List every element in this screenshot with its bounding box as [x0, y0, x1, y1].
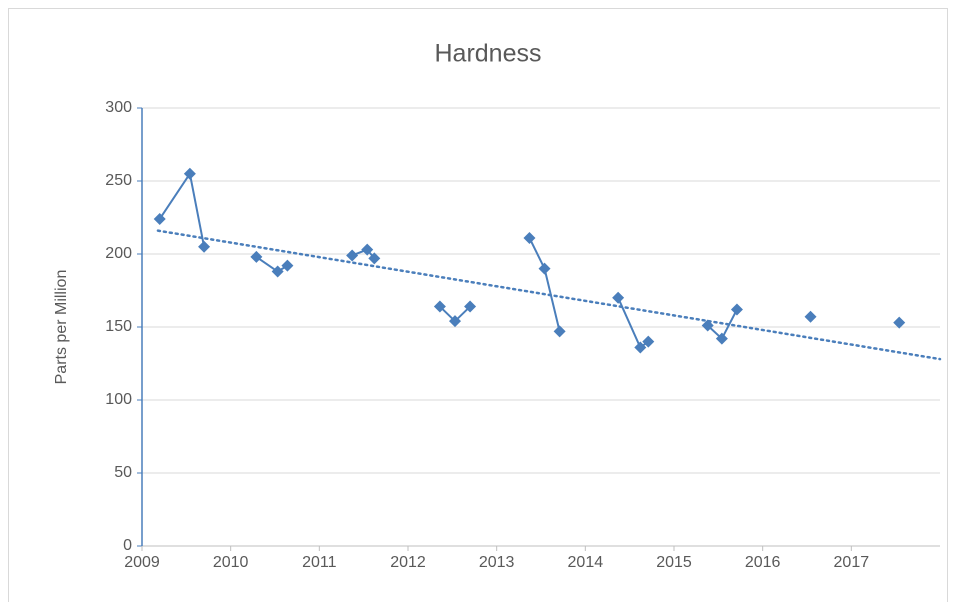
- x-tick-label: 2013: [479, 554, 515, 571]
- x-tick-label: 2010: [213, 554, 249, 571]
- marker: [612, 291, 625, 304]
- y-tick-label: 250: [105, 172, 132, 189]
- marker: [730, 303, 743, 316]
- marker: [153, 212, 166, 225]
- x-tick-label: 2009: [124, 554, 160, 571]
- marker: [715, 332, 728, 345]
- line: [528, 237, 561, 332]
- x-tick-label: 2014: [568, 554, 604, 571]
- y-tick-label: 0: [123, 537, 132, 554]
- marker: [701, 319, 714, 332]
- marker: [368, 252, 381, 265]
- x-tick-label: 2016: [745, 554, 781, 571]
- marker: [433, 300, 446, 313]
- marker: [538, 262, 551, 275]
- y-tick-label: 150: [105, 318, 132, 335]
- marker: [634, 341, 647, 354]
- y-tick-label: 100: [105, 391, 132, 408]
- x-tick-label: 2011: [302, 554, 337, 571]
- marker: [464, 300, 477, 313]
- line: [617, 297, 649, 349]
- marker: [281, 259, 294, 272]
- chart-border: [8, 8, 948, 602]
- y-tick-label: 300: [105, 99, 132, 116]
- chart-title: Hardness: [435, 40, 542, 68]
- marker: [642, 335, 655, 348]
- x-tick-label: 2012: [390, 554, 426, 571]
- x-tick-label: 2017: [834, 554, 870, 571]
- x-tick-label: 2015: [656, 554, 692, 571]
- trendline: [156, 229, 942, 361]
- marker: [523, 231, 536, 244]
- marker: [448, 315, 461, 328]
- marker: [361, 243, 374, 256]
- y-axis-label: Parts per Million: [53, 270, 70, 385]
- marker: [553, 325, 566, 338]
- marker: [183, 167, 196, 180]
- marker: [271, 265, 284, 278]
- marker: [198, 240, 211, 253]
- marker: [804, 310, 817, 323]
- y-tick-label: 50: [114, 464, 132, 481]
- y-tick-label: 200: [105, 245, 132, 262]
- marker: [893, 316, 906, 329]
- marker: [346, 249, 359, 262]
- line: [255, 256, 288, 273]
- marker: [250, 250, 263, 263]
